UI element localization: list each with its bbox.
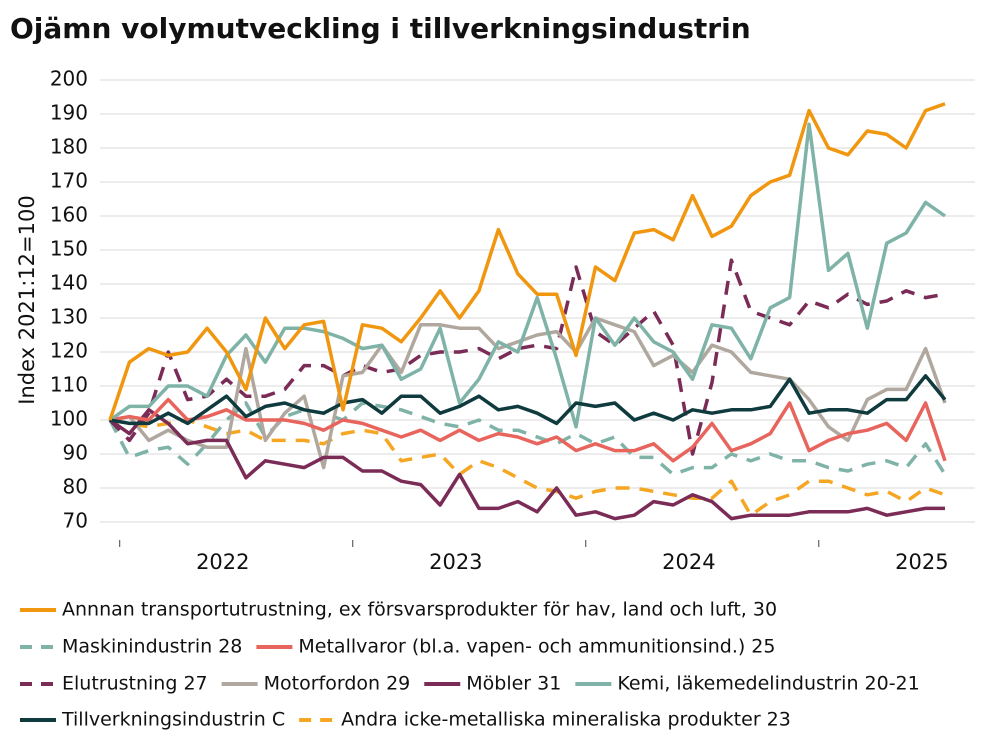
y-axis-label: Index 2021:12=100	[15, 195, 39, 404]
x-tick-label: 2024	[662, 550, 715, 574]
legend-label: Tillverkningsindustrin C	[61, 709, 285, 731]
series-line	[108, 102, 946, 421]
legend-label: Maskinindustrin 28	[62, 636, 242, 658]
x-tick-label: 2023	[429, 550, 482, 574]
series-line	[109, 397, 947, 463]
y-tick-label: 130	[50, 305, 88, 329]
y-tick-label: 100	[50, 407, 88, 431]
series-line	[108, 122, 947, 429]
x-tick-label: 2025	[895, 550, 948, 574]
y-tick-label: 110	[50, 373, 88, 397]
legend-label: Andra icke-metalliska mineraliska produk…	[341, 709, 791, 731]
y-tick-label: 170	[50, 169, 88, 193]
series-line	[109, 418, 946, 517]
y-tick-label: 180	[50, 135, 88, 159]
y-tick-label: 190	[50, 101, 88, 125]
y-tick-label: 70	[63, 509, 88, 533]
series-line	[108, 258, 946, 456]
legend-label: Kemi, läkemedelindustrin 20-21	[617, 673, 919, 695]
series-line	[108, 401, 947, 477]
legend-label: Annnan transportutrustning, ex försvarsp…	[62, 599, 777, 621]
y-tick-label: 150	[50, 237, 88, 261]
legend-label: Metallvaror (bl.a. vapen- och ammunition…	[298, 636, 775, 658]
legend-label: Möbler 31	[466, 673, 561, 695]
y-tick-label: 80	[63, 475, 88, 499]
legend-label: Elutrustning 27	[62, 673, 208, 695]
y-tick-label: 140	[50, 271, 88, 295]
x-tick-label: 2022	[196, 550, 249, 574]
legend-label: Motorfordon 29	[264, 673, 411, 695]
series-line	[108, 408, 945, 521]
series-line	[109, 374, 947, 426]
series-line	[109, 316, 947, 470]
y-tick-label: 160	[50, 203, 88, 227]
y-tick-label: 90	[63, 441, 88, 465]
y-tick-label: 200	[50, 67, 88, 91]
y-tick-label: 120	[50, 339, 88, 363]
chart-title: Ojämn volymutveckling i tillverkningsind…	[10, 12, 751, 45]
